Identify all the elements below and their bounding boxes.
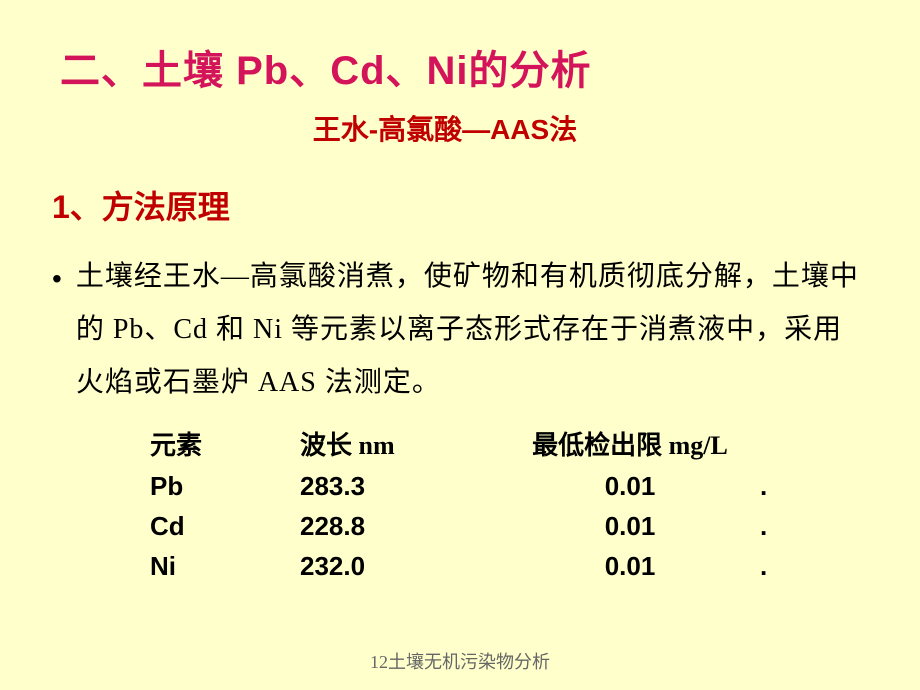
- detection-table: 元素 波长 nm 最低检出限 mg/L Pb 283.3 0.01 . Cd 2…: [150, 426, 870, 587]
- slide-subtitle: 王水-高氯酸—AAS法: [20, 108, 870, 148]
- table-row: Ni 232.0 0.01 .: [150, 546, 870, 586]
- cell-element: Pb: [150, 466, 300, 506]
- cell-element: Ni: [150, 546, 300, 586]
- header-detection-limit: 最低检出限 mg/L: [500, 426, 760, 466]
- section-heading: 1、方法原理: [52, 182, 870, 228]
- cell-detection-limit: 0.01: [500, 466, 760, 506]
- cell-wavelength: 232.0: [300, 546, 500, 586]
- body-text: 土壤经王水—高氯酸消煮，使矿物和有机质彻底分解，土壤中的 Pb、Cd 和 Ni …: [76, 250, 870, 410]
- table-header-row: 元素 波长 nm 最低检出限 mg/L: [150, 426, 870, 466]
- bullet-marker: •: [52, 252, 62, 305]
- cell-element: Cd: [150, 506, 300, 546]
- slide-container: 二、土壤 Pb、Cd、Ni的分析 王水-高氯酸—AAS法 1、方法原理 • 土壤…: [0, 0, 920, 587]
- cell-wavelength: 283.3: [300, 466, 500, 506]
- cell-dot: .: [760, 506, 800, 546]
- cell-detection-limit: 0.01: [500, 506, 760, 546]
- slide-footer: 12土壤无机污染物分析: [0, 648, 920, 674]
- header-blank: [760, 426, 800, 466]
- header-element: 元素: [150, 426, 300, 466]
- cell-wavelength: 228.8: [300, 506, 500, 546]
- cell-detection-limit: 0.01: [500, 546, 760, 586]
- body-block: • 土壤经王水—高氯酸消煮，使矿物和有机质彻底分解，土壤中的 Pb、Cd 和 N…: [52, 250, 870, 410]
- cell-dot: .: [760, 466, 800, 506]
- table-row: Cd 228.8 0.01 .: [150, 506, 870, 546]
- cell-dot: .: [760, 546, 800, 586]
- slide-title: 二、土壤 Pb、Cd、Ni的分析: [60, 38, 870, 96]
- header-wavelength: 波长 nm: [300, 426, 500, 466]
- table-row: Pb 283.3 0.01 .: [150, 466, 870, 506]
